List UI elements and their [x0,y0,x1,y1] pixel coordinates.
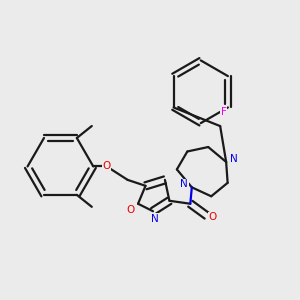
Text: N: N [181,179,188,189]
Text: N: N [230,154,238,164]
Text: O: O [127,205,135,215]
Text: N: N [151,214,158,224]
Text: F: F [220,107,226,117]
Text: O: O [103,161,111,171]
Text: O: O [208,212,217,222]
